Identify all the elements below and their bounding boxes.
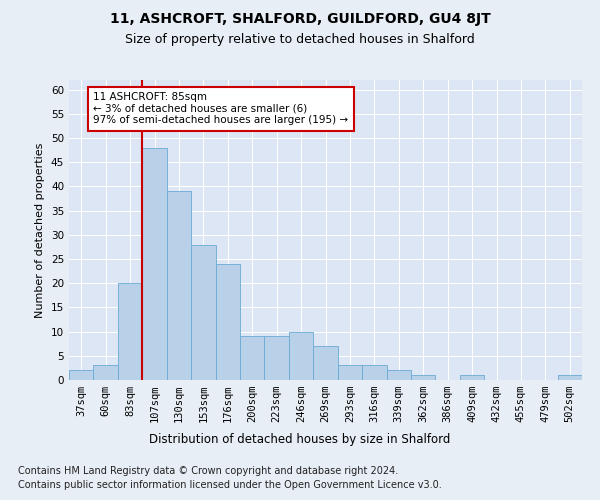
- Text: Contains public sector information licensed under the Open Government Licence v3: Contains public sector information licen…: [18, 480, 442, 490]
- Y-axis label: Number of detached properties: Number of detached properties: [35, 142, 46, 318]
- Text: Size of property relative to detached houses in Shalford: Size of property relative to detached ho…: [125, 32, 475, 46]
- Text: Contains HM Land Registry data © Crown copyright and database right 2024.: Contains HM Land Registry data © Crown c…: [18, 466, 398, 476]
- Bar: [142, 148, 167, 380]
- Bar: [460, 375, 484, 380]
- Bar: [240, 336, 265, 380]
- Bar: [313, 346, 338, 380]
- Text: Distribution of detached houses by size in Shalford: Distribution of detached houses by size …: [149, 432, 451, 446]
- Bar: [362, 366, 386, 380]
- Text: 11, ASHCROFT, SHALFORD, GUILDFORD, GU4 8JT: 11, ASHCROFT, SHALFORD, GUILDFORD, GU4 8…: [110, 12, 490, 26]
- Bar: [69, 370, 94, 380]
- Bar: [94, 366, 118, 380]
- Bar: [386, 370, 411, 380]
- Text: 11 ASHCROFT: 85sqm
← 3% of detached houses are smaller (6)
97% of semi-detached : 11 ASHCROFT: 85sqm ← 3% of detached hous…: [94, 92, 349, 126]
- Bar: [118, 283, 142, 380]
- Bar: [338, 366, 362, 380]
- Bar: [411, 375, 436, 380]
- Bar: [167, 192, 191, 380]
- Bar: [191, 244, 215, 380]
- Bar: [289, 332, 313, 380]
- Bar: [215, 264, 240, 380]
- Bar: [265, 336, 289, 380]
- Bar: [557, 375, 582, 380]
